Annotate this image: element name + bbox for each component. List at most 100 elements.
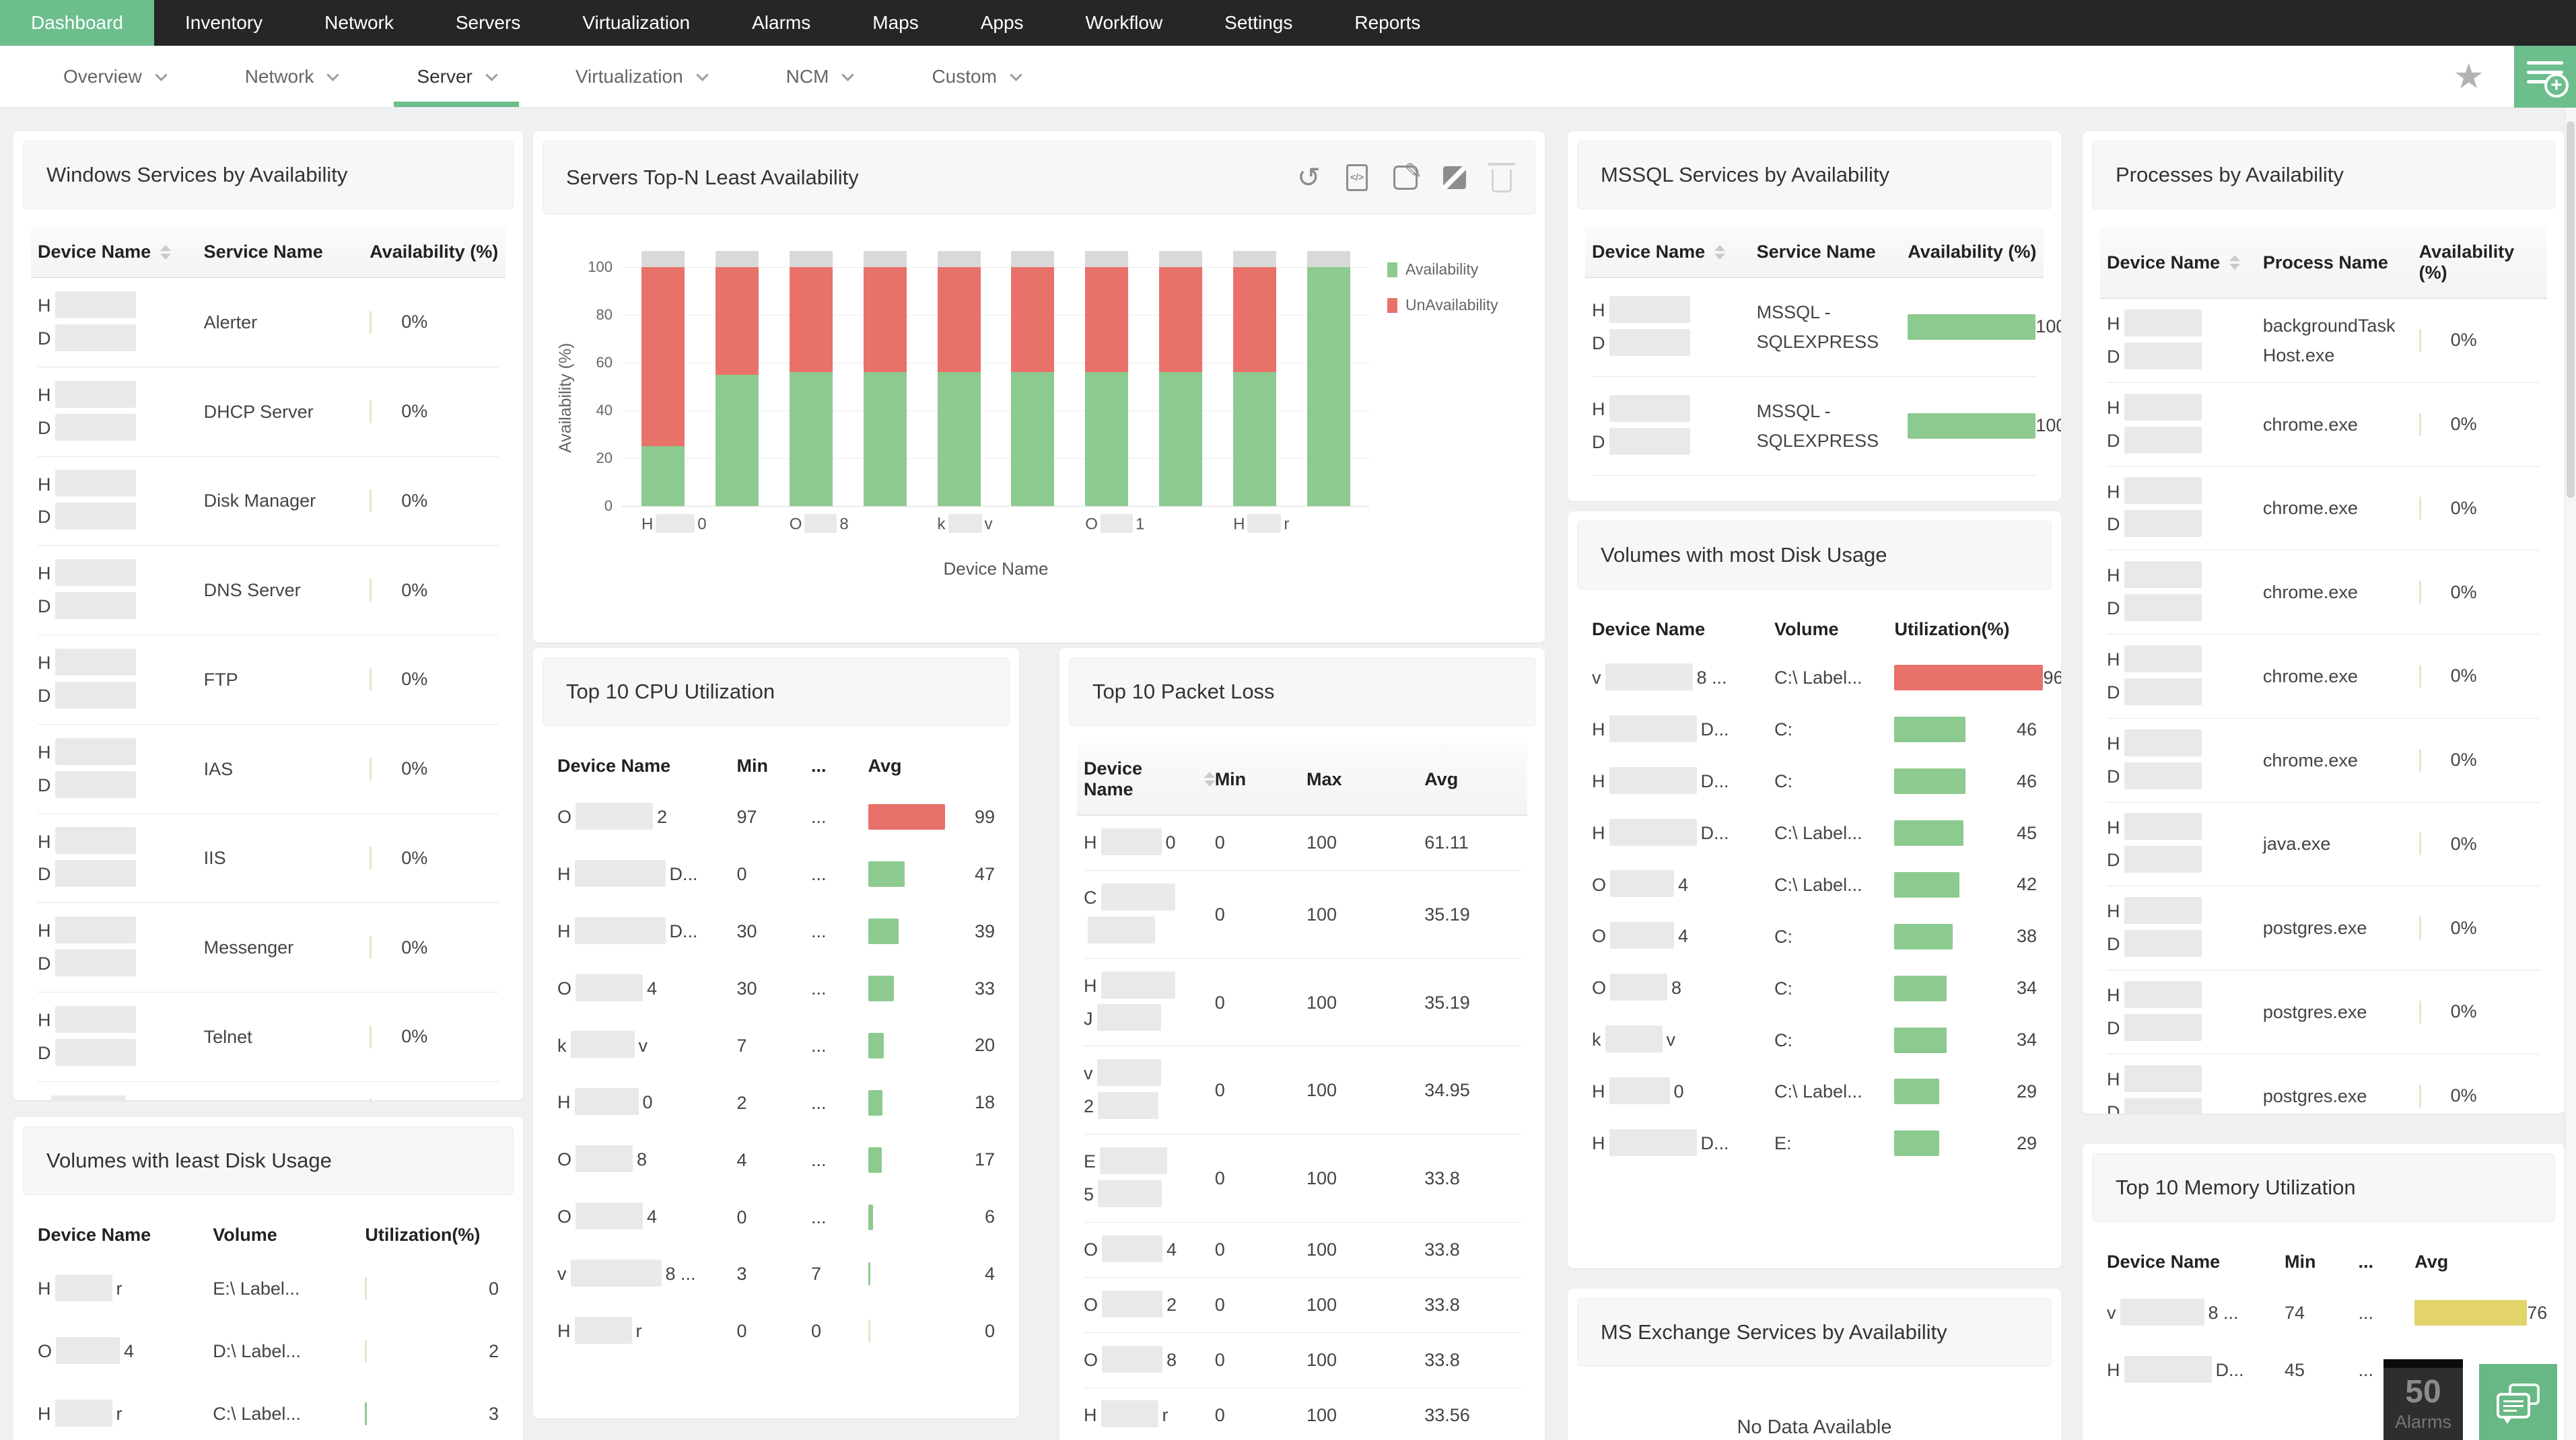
availability-bar[interactable] [937,251,981,506]
alarms-badge[interactable]: 50 Alarms [2383,1359,2463,1440]
nav-item-dashboard[interactable]: Dashboard [0,0,154,46]
table-row[interactable]: O 8 C: 34 [1592,962,2037,1014]
subnav-item-ncm[interactable]: NCM [763,46,876,107]
table-row[interactable]: O 2 97... 99 [557,789,995,846]
table-row[interactable]: H J 0 100 35.19 [1084,959,1521,1047]
availability-bar[interactable] [715,251,759,506]
table-row[interactable]: H D DNS Server 0% [38,546,499,635]
availability-bar[interactable] [1085,251,1129,506]
subnav-item-server[interactable]: Server [394,46,520,107]
delete-widget-icon[interactable] [1488,163,1515,192]
table-row[interactable]: H D... C:\ Label... 45 [1592,807,2037,859]
device-name[interactable]: H D... [1592,817,1774,850]
device-name[interactable]: kv [38,1093,204,1100]
device-name[interactable]: H D... [1592,765,1774,798]
nav-item-servers[interactable]: Servers [455,12,521,33]
column-header[interactable]: Device Name [2107,252,2263,273]
nav-item-network[interactable]: Network [324,12,394,33]
nav-item-apps[interactable]: Apps [980,12,1024,33]
column-header[interactable]: Device Name [38,242,204,262]
device-name[interactable]: H D... [557,858,737,891]
device-name[interactable]: H D... [1592,713,1774,746]
favorite-star-icon[interactable]: ★ [2453,57,2484,96]
availability-bar[interactable] [641,251,685,506]
add-dashboard-button[interactable]: + [2514,45,2576,108]
table-row[interactable]: H D FTP 0% [38,635,499,725]
availability-bar[interactable] [1159,251,1203,506]
table-row[interactable]: H D DHCP Server 0% [38,367,499,457]
device-name[interactable]: H D... [1592,1127,1774,1160]
export-widget-icon[interactable] [1346,164,1368,191]
column-header[interactable]: Device Name [1592,242,1757,262]
table-row[interactable]: E 5 0 100 33.8 [1084,1135,1521,1223]
subnav-item-virtualization[interactable]: Virtualization [553,46,730,107]
subnav-item-custom[interactable]: Custom [909,46,1043,107]
table-row[interactable]: H D IAS 0% [38,725,499,814]
nav-item-maps[interactable]: Maps [872,12,919,33]
table-row[interactable]: H D Disk Manager 0% [38,457,499,546]
table-row[interactable]: k v C: 34 [1592,1014,2037,1066]
table-row[interactable]: O 4 C: 38 [1592,910,2037,962]
subnav-item-overview[interactable]: Overview [40,46,188,107]
nav-item-virtualization[interactable]: Virtualization [582,12,691,33]
table-row[interactable]: H D Telnet 0% [38,993,499,1082]
nav-item-alarms[interactable]: Alarms [752,12,811,33]
table-row[interactable]: H D... 0... 47 [557,846,995,903]
contrast-icon[interactable] [1443,166,1466,189]
subnav-item-network[interactable]: Network [222,46,361,107]
table-row[interactable]: C 0 100 35.19 [1084,871,1521,959]
table-row[interactable]: H D... E: 29 [1592,1118,2037,1169]
table-row[interactable]: v 2 0 100 34.95 [1084,1046,1521,1135]
availability-bar[interactable] [789,251,833,506]
availability-bar[interactable] [863,251,907,506]
table-row[interactable]: H 0 0 100 61.11 [1084,816,1521,871]
table-row[interactable]: H D Messenger 0% [38,903,499,993]
nav-item-reports[interactable]: Reports [1354,12,1421,33]
table-row[interactable]: H 0 C:\ Label... 29 [1592,1066,2037,1118]
nav-item-workflow[interactable]: Workflow [1085,12,1163,33]
table-row[interactable]: H D... 45... [2107,1342,2540,1399]
device-name[interactable]: H D... [2107,1354,2285,1387]
